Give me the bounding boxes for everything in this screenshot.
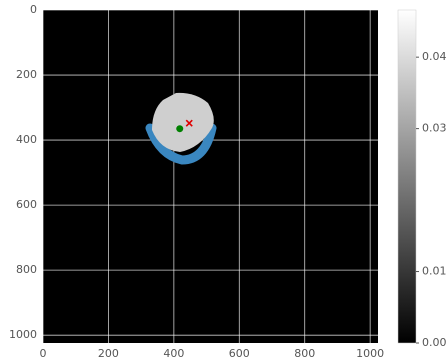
colorbar-tick-label: 0.01 [422, 265, 447, 278]
colorbar-tick-label: 0.04 [422, 50, 447, 63]
x-tick-label: 1000 [356, 347, 384, 360]
colorbar [398, 10, 416, 343]
y-tick-label: 200 [16, 68, 37, 81]
chart: 02004006008001000020040060080010000.000.… [0, 0, 448, 362]
x-tick-label: 800 [294, 347, 315, 360]
y-tick-label: 600 [16, 198, 37, 211]
image-background [43, 10, 378, 343]
y-tick-label: 1000 [9, 328, 37, 341]
x-tick-label: 200 [98, 347, 119, 360]
x-tick-label: 600 [229, 347, 250, 360]
x-tick-label: 400 [163, 347, 184, 360]
x-tick-label: 0 [40, 347, 47, 360]
colorbar-tick-label: 0.03 [422, 122, 447, 135]
y-tick-label: 0 [30, 3, 37, 16]
y-tick-label: 800 [16, 263, 37, 276]
colorbar-tick-label: 0.00 [422, 336, 447, 349]
marker-dot [176, 125, 183, 132]
y-tick-label: 400 [16, 133, 37, 146]
